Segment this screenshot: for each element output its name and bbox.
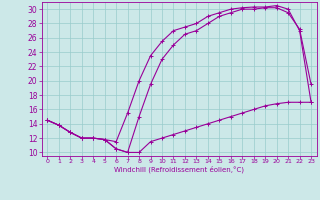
X-axis label: Windchill (Refroidissement éolien,°C): Windchill (Refroidissement éolien,°C) <box>114 166 244 173</box>
